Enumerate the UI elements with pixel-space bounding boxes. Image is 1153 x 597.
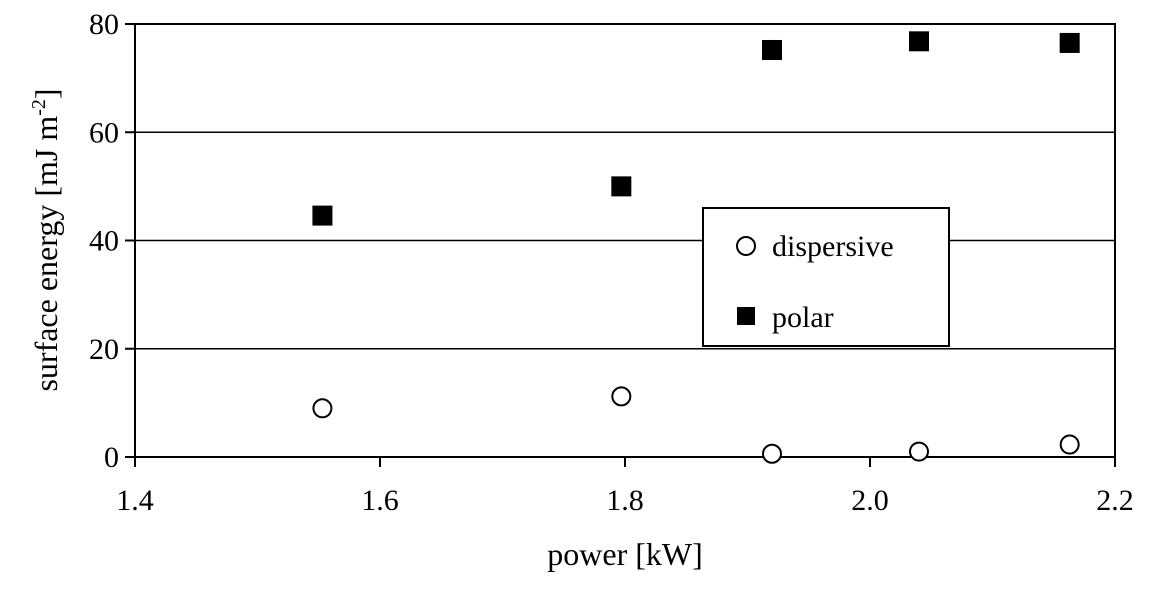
- y-tick-label: 60: [89, 116, 119, 149]
- x-tick-label: 1.8: [606, 484, 644, 517]
- y-tick-label: 80: [89, 8, 119, 41]
- x-tick-label: 2.2: [1096, 484, 1134, 517]
- point-dispersive-2: [762, 443, 782, 464]
- axis-ticks: 0 20 40 60 80 1.4 1.6 1.8 2.0 2.2: [89, 8, 1134, 517]
- legend-marker-dispersive: [736, 236, 756, 256]
- x-tick-label: 1.4: [116, 484, 154, 517]
- y-axis-label: surface energy [mJ m-2]: [28, 88, 64, 391]
- point-dispersive-0: [312, 398, 333, 419]
- y-tick-label: 20: [89, 333, 119, 366]
- point-polar-3: [909, 31, 929, 52]
- y-axis-label-superscript: -2: [28, 99, 50, 116]
- legend-label-polar: polar: [772, 301, 834, 334]
- point-dispersive-1: [611, 386, 632, 407]
- x-axis-label: power [kW]: [547, 536, 702, 572]
- point-dispersive-4: [1059, 434, 1080, 455]
- y-axis-label-suffix: ]: [28, 88, 64, 99]
- x-tick-label: 1.6: [361, 484, 399, 517]
- x-tick-label: 2.0: [851, 484, 889, 517]
- legend: dispersive polar: [702, 207, 950, 347]
- point-polar-1: [611, 176, 632, 197]
- point-polar-4: [1059, 32, 1080, 53]
- legend-label-dispersive: dispersive: [772, 230, 894, 263]
- data-points: [312, 31, 1080, 464]
- y-tick-label: 40: [89, 225, 119, 258]
- y-axis-label-text: surface energy [mJ m: [28, 116, 64, 392]
- point-polar-2: [762, 39, 782, 60]
- point-polar-0: [312, 205, 333, 226]
- point-dispersive-3: [909, 441, 929, 462]
- legend-marker-polar: [737, 307, 755, 325]
- y-tick-label: 0: [104, 441, 119, 474]
